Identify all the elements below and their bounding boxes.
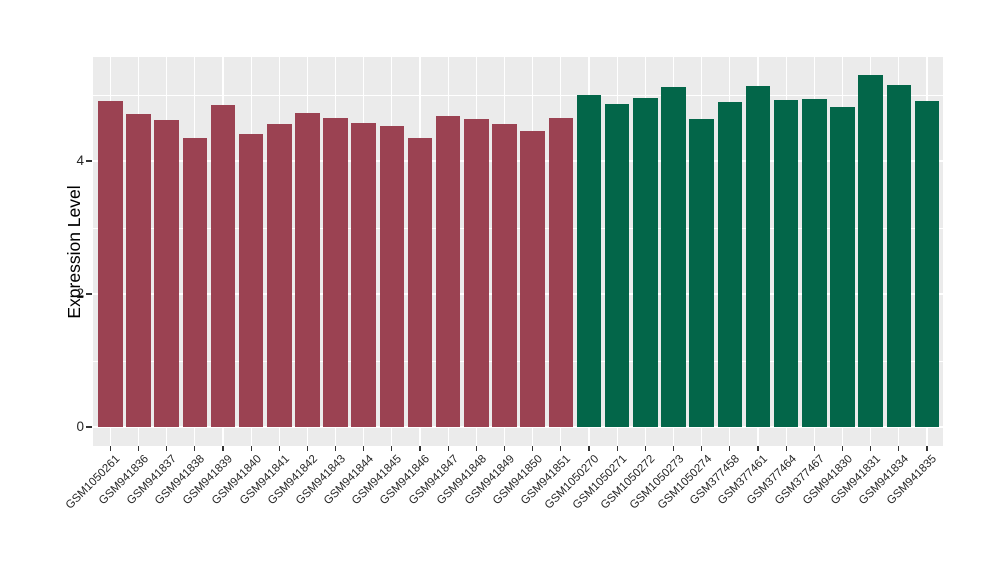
x-axis-tick: [475, 446, 477, 451]
gridline-minor-horizontal: [93, 227, 943, 229]
bar-GSM1050270: [576, 95, 602, 427]
gridline-minor-horizontal: [93, 360, 943, 362]
x-axis-tick: [137, 446, 140, 451]
bar-GSM941850: [520, 131, 545, 427]
bar-GSM941843: [323, 118, 348, 427]
bar-GSM941842: [295, 113, 320, 427]
y-axis-tick-label: 0: [76, 419, 84, 434]
bar-GSM1050272: [633, 98, 658, 427]
bar-GSM941845: [379, 125, 405, 427]
x-axis-tick: [334, 446, 337, 451]
bar-GSM941851: [548, 118, 574, 427]
bar-GSM941830: [830, 107, 855, 427]
bar-GSM941841: [267, 123, 292, 427]
bar-GSM941848: [464, 119, 489, 427]
x-axis-tick: [588, 446, 590, 451]
plot-panel: [93, 57, 943, 446]
x-axis-tick: [109, 446, 111, 451]
bar-GSM1050273: [661, 86, 686, 427]
bar-GSM941835: [914, 101, 940, 427]
bar-GSM941834: [886, 85, 912, 427]
gridline-major-horizontal: [93, 426, 943, 428]
x-axis-tick: [419, 446, 421, 451]
gridline-major-horizontal: [93, 293, 943, 295]
y-axis-title: Expression Level: [64, 185, 84, 319]
y-axis-tick: [86, 160, 92, 162]
bar-GSM941839: [210, 105, 236, 427]
x-axis-tick: [644, 446, 646, 451]
x-axis-tick: [898, 446, 900, 451]
bar-GSM941844: [351, 123, 376, 427]
y-axis-tick-label: 4: [76, 153, 84, 168]
gridline-minor-horizontal: [93, 94, 943, 96]
x-axis-tick: [870, 446, 872, 451]
x-axis-tick: [926, 446, 928, 451]
y-axis-tick: [86, 293, 92, 295]
bar-GSM1050271: [604, 103, 630, 427]
gridline-major-horizontal: [93, 160, 943, 162]
bar-GSM941838: [182, 138, 208, 427]
bar-GSM941837: [154, 120, 179, 427]
x-axis-tick: [306, 446, 308, 451]
y-axis-tick: [86, 426, 92, 428]
bar-GSM377461: [745, 85, 771, 427]
x-axis-tick: [503, 446, 506, 451]
bar-GSM941840: [238, 133, 264, 427]
x-axis-tick: [701, 446, 703, 451]
x-axis-tick: [166, 446, 168, 451]
x-axis-tick: [841, 446, 844, 451]
x-axis-tick: [363, 446, 365, 451]
bar-GSM377458: [717, 101, 743, 427]
x-axis-tick: [391, 446, 393, 451]
bar-GSM1050274: [689, 119, 714, 427]
bar-GSM941846: [407, 137, 433, 427]
x-axis-tick: [222, 446, 224, 451]
bar-GSM941836: [126, 113, 151, 427]
y-axis-tick-label: 2: [76, 286, 84, 301]
x-axis-tick: [250, 446, 252, 451]
x-axis-tick: [785, 446, 787, 451]
x-axis-tick: [532, 446, 534, 451]
x-axis-tick: [672, 446, 675, 451]
x-axis-tick: [757, 446, 759, 451]
bar-GSM941831: [858, 74, 883, 427]
bar-GSM377464: [773, 99, 799, 427]
x-axis-tick: [447, 446, 449, 451]
bar-GSM377467: [802, 99, 827, 427]
x-axis-tick: [729, 446, 731, 451]
x-axis-tick: [278, 446, 280, 451]
x-axis-tick: [813, 446, 815, 451]
x-axis-tick: [194, 446, 196, 451]
bar-GSM941849: [492, 124, 517, 427]
x-axis-tick: [616, 446, 618, 451]
bar-GSM941847: [435, 115, 461, 427]
bar-GSM1050261: [98, 101, 123, 427]
x-axis-tick: [560, 446, 562, 451]
